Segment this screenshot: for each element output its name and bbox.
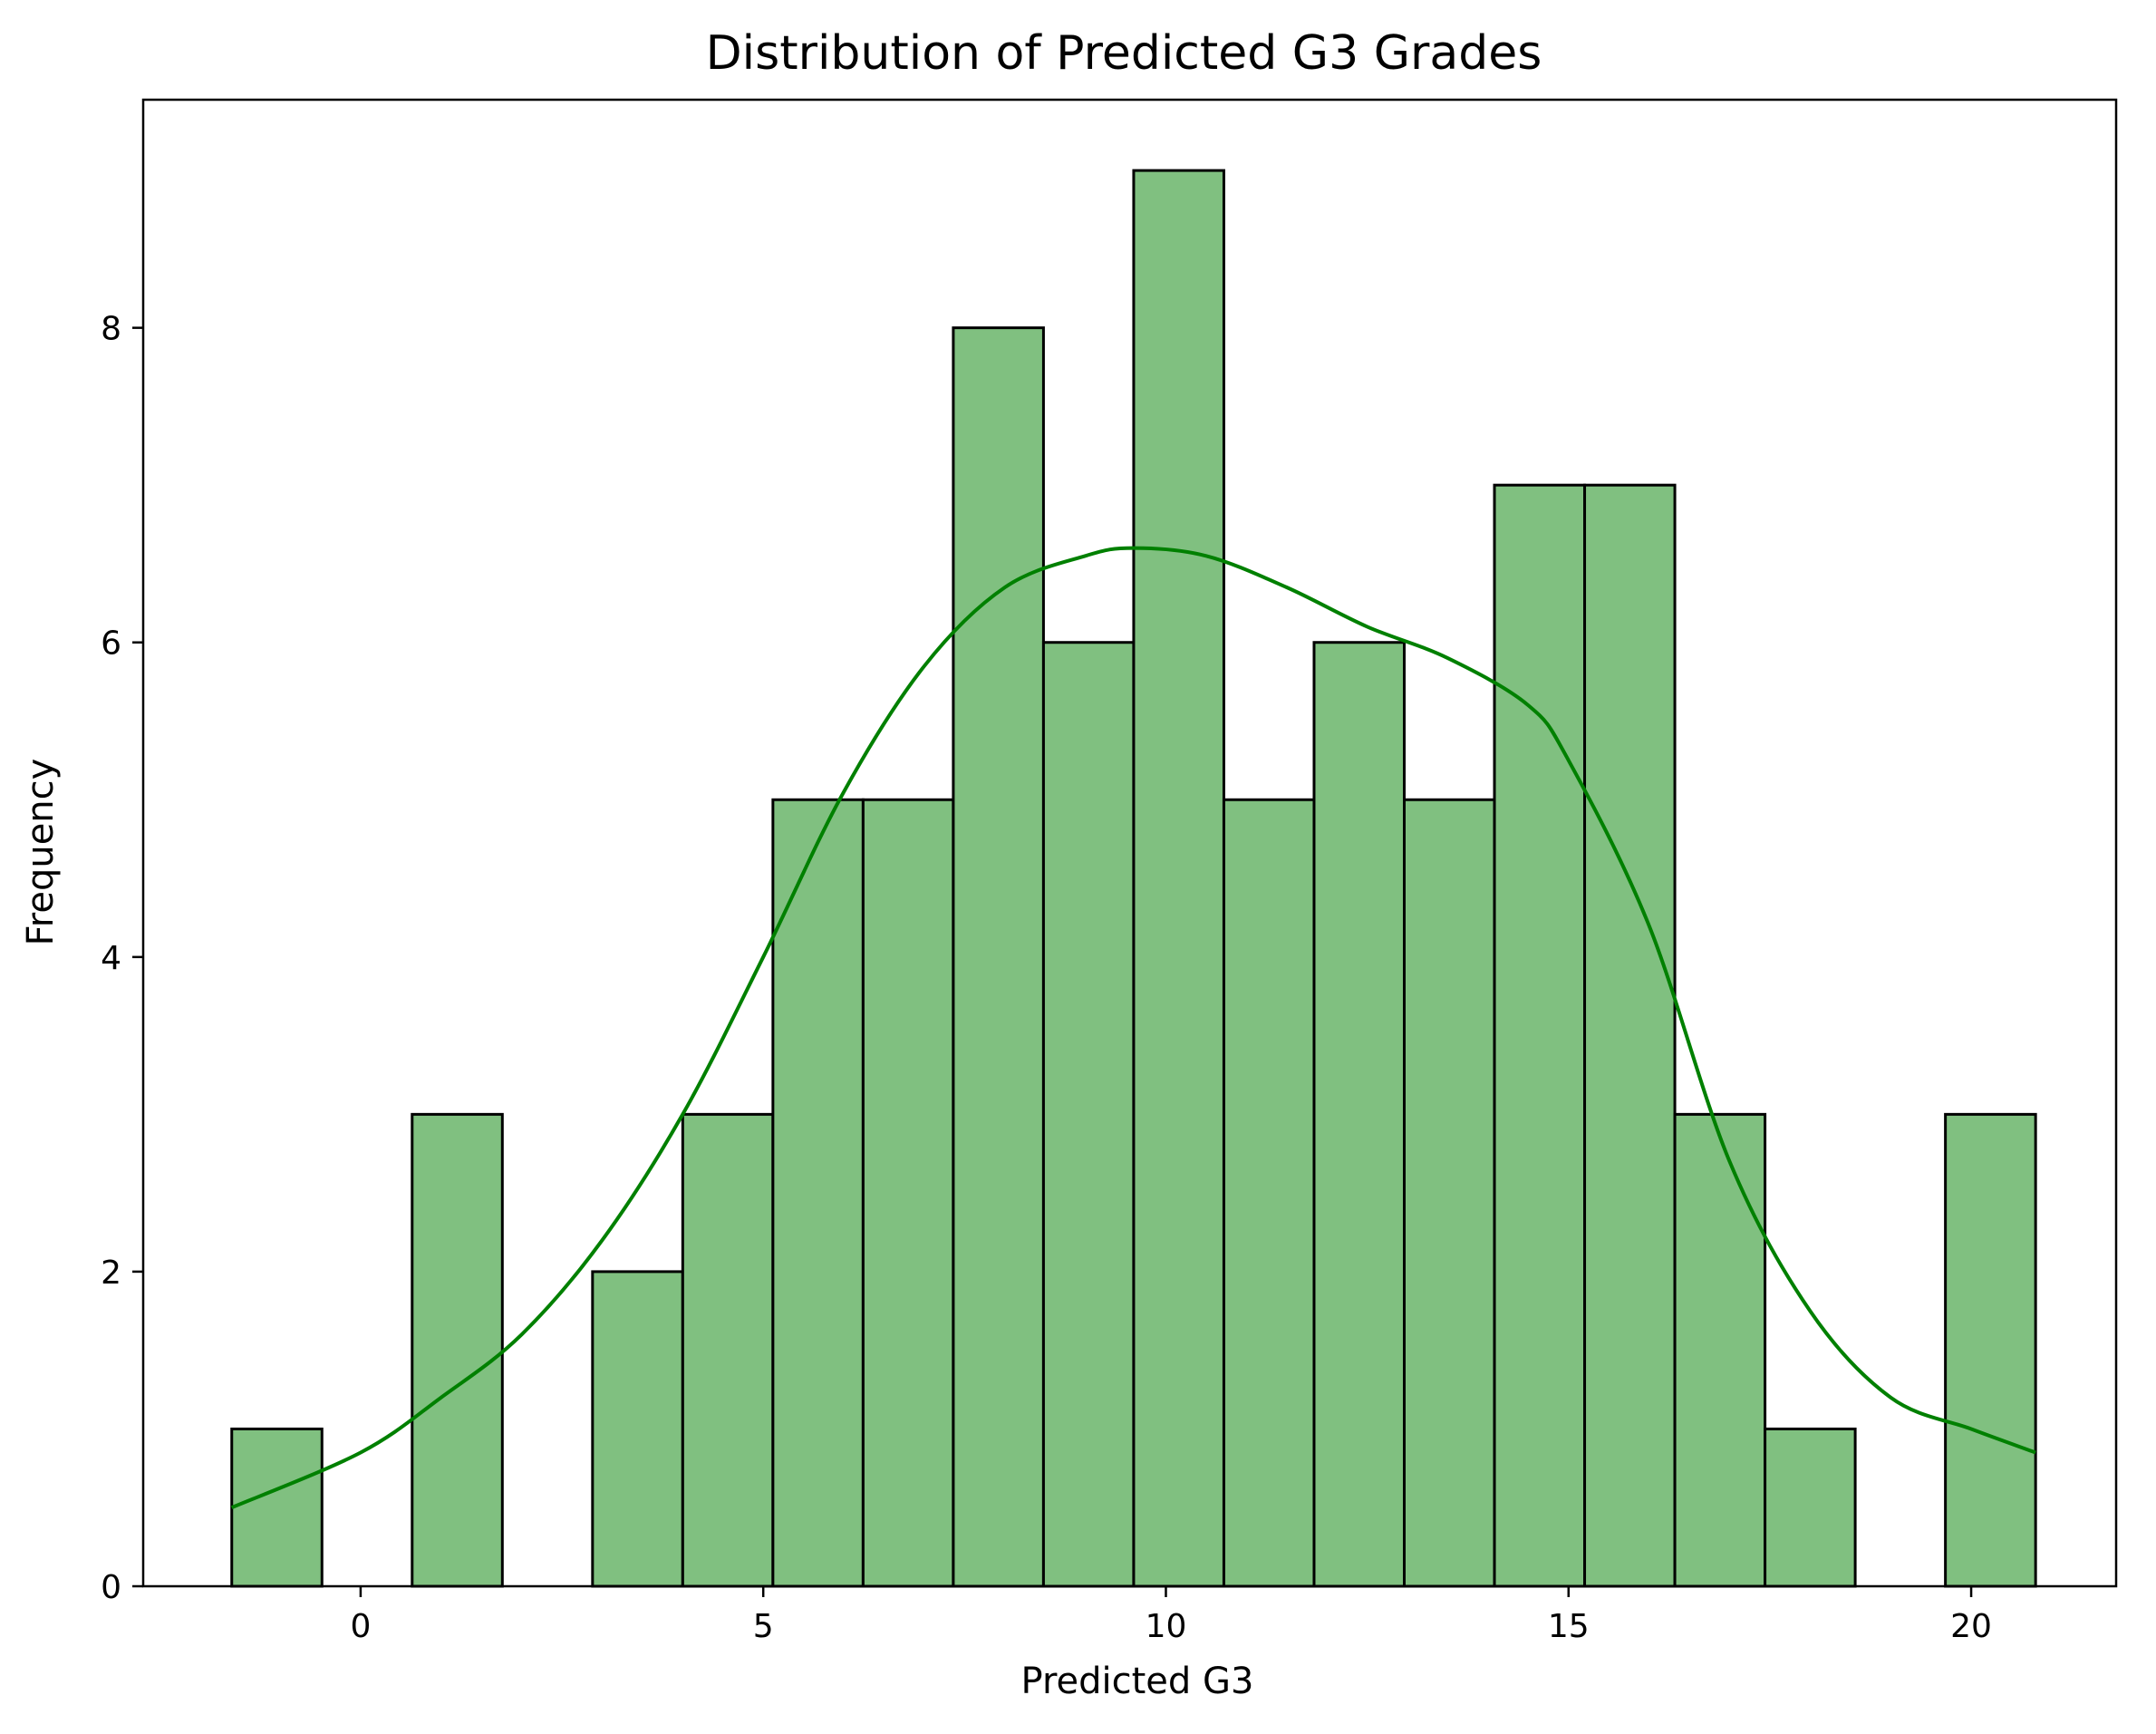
x-tick-label: 15 [1548,1608,1590,1645]
plot-area-frame [141,98,2118,1588]
bars-layer [230,169,2037,1588]
y-tick-label: 0 [101,1569,121,1606]
y-tick-label: 4 [101,940,121,977]
histogram-bar [411,1112,504,1588]
x-tick-label: 5 [753,1608,774,1645]
y-axis-label: Frequency [20,759,62,946]
histogram-bar [1312,641,1407,1588]
x-axis-label: Predicted G3 [1021,1661,1254,1702]
y-tick-label: 2 [101,1254,121,1292]
histogram-bar [771,798,865,1588]
x-tick-label: 20 [1950,1608,1992,1645]
histogram-bar [1583,483,1677,1588]
histogram-bar [1944,1112,2037,1588]
kde-curve [230,546,2036,1510]
histogram-bar [1493,483,1587,1588]
x-tick-label: 0 [350,1608,371,1645]
y-tick-label: 8 [101,311,121,348]
histogram-bar [861,798,955,1588]
histogram-bar [230,1427,324,1588]
histogram-bar [1222,798,1316,1588]
histogram-bar [1132,169,1225,1588]
chart-title: Distribution of Predicted G3 Grades [706,26,1542,81]
y-tick-label: 6 [101,625,121,663]
x-tick-label: 10 [1146,1608,1187,1645]
histogram-bar [1403,798,1496,1588]
histogram-bar [1764,1427,1857,1588]
histogram-bar [952,326,1045,1588]
histogram-bar [681,1112,775,1588]
histogram-bar [1673,1112,1767,1588]
histogram-bar [591,1270,684,1588]
x-axis-ticks: 0 5 10 15 20 [350,1586,1992,1645]
y-axis-ticks: 0 2 4 6 8 [101,311,143,1606]
histogram-bar [1041,641,1136,1588]
